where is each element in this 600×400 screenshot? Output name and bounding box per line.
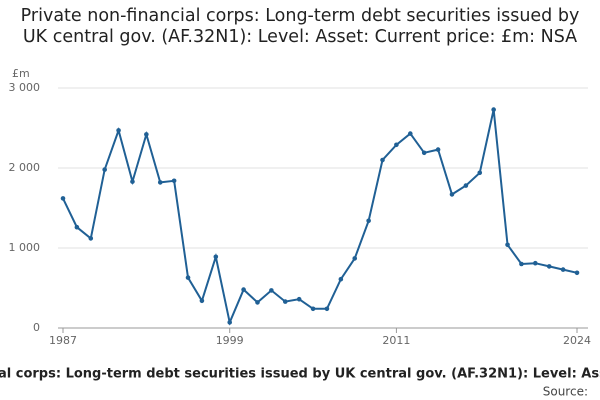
data-point [88, 236, 94, 241]
data-point [394, 142, 399, 148]
data-point [491, 107, 496, 112]
data-point [60, 196, 66, 201]
data-point [324, 306, 330, 312]
data-point [116, 128, 121, 133]
data-point [199, 298, 205, 304]
data-point [407, 131, 413, 136]
data-line [62, 109, 578, 326]
data-point [157, 180, 163, 185]
source: Source: [543, 385, 588, 399]
data-point [380, 157, 385, 163]
y-tick-label: 3 000 [9, 81, 41, 94]
data-point [352, 256, 358, 261]
y-tick-label: 2 000 [9, 161, 41, 174]
data-point [477, 170, 483, 176]
data-point [546, 264, 552, 269]
data-point [421, 150, 427, 156]
y-unit: £m [12, 67, 30, 80]
data-point [366, 218, 371, 224]
data-point [449, 192, 455, 197]
data-point [574, 270, 580, 276]
data-point [130, 179, 135, 184]
data-point [74, 224, 80, 230]
data-point [282, 299, 288, 304]
data-point [213, 254, 219, 260]
data-point [338, 276, 344, 282]
x-tick-label: 1999 [216, 334, 244, 347]
x-tick-label: 2024 [563, 334, 591, 347]
data-point [144, 132, 149, 137]
data-point [519, 261, 524, 267]
y-tick-label: 1 000 [9, 241, 41, 254]
data-point [296, 296, 302, 302]
data-point [171, 178, 177, 184]
data-point [102, 167, 107, 172]
data-point [255, 300, 260, 305]
x-tick-label: 1987 [49, 334, 77, 347]
data-point [505, 242, 510, 248]
data-point [269, 288, 274, 293]
x-tick-label: 2011 [382, 334, 410, 347]
data-point [241, 287, 246, 292]
y-tick-label: 0 [33, 321, 40, 334]
data-point [463, 183, 469, 188]
footer: al corps: Long-term debt securities issu… [0, 367, 600, 382]
data-point [185, 275, 191, 280]
data-point [227, 320, 233, 325]
data-point [435, 147, 441, 152]
chart-title: Private non-financial corps: Long-term d… [20, 6, 580, 47]
data-point [310, 306, 316, 312]
data-point [560, 267, 566, 272]
data-point [533, 260, 538, 266]
